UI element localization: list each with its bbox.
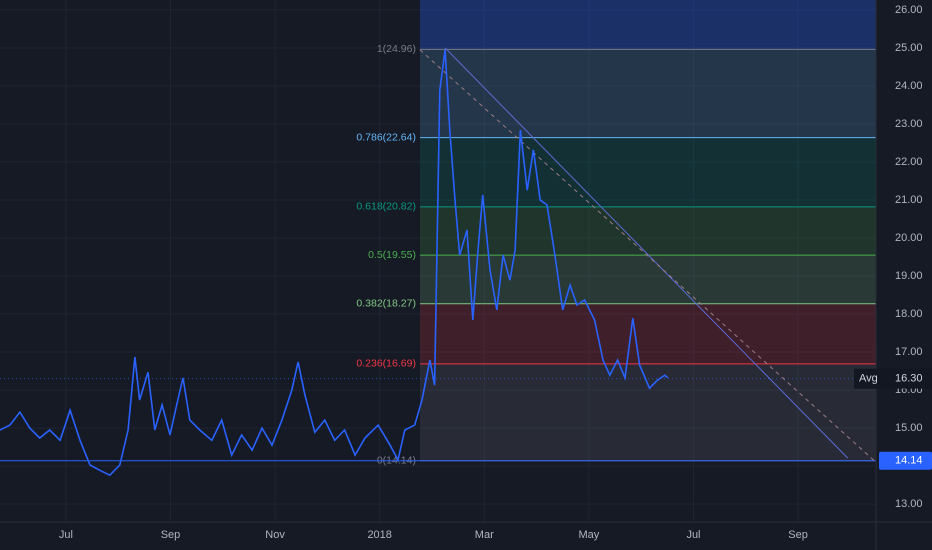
y-tick-label: 21.00	[895, 194, 923, 206]
fib-label: 1(24.96)	[377, 43, 416, 55]
avg-box	[854, 368, 932, 389]
fib-label: 0.5(19.55)	[368, 249, 416, 261]
fib-band	[419, 206, 876, 256]
x-tick-label: Jul	[59, 529, 73, 541]
x-tick-label: 2018	[367, 529, 391, 541]
last-price-label: 14.14	[895, 455, 923, 467]
price-line-series	[0, 49, 669, 477]
y-tick-label: 19.00	[895, 270, 923, 282]
y-tick-label: 25.00	[895, 42, 923, 54]
fib-band	[419, 137, 876, 207]
fib-band	[419, 255, 876, 304]
y-tick-label: 15.00	[895, 422, 923, 434]
fib-label: 0.236(16.69)	[356, 358, 416, 370]
fib-band	[419, 49, 876, 138]
fib-band	[419, 363, 876, 461]
fib-label: 0.382(18.27)	[356, 298, 416, 310]
y-tick-label: 13.00	[895, 498, 923, 510]
y-tick-label: 22.00	[895, 156, 923, 168]
x-tick-label: Jul	[686, 529, 700, 541]
fib-band	[419, 0, 876, 50]
trend-line	[419, 49, 877, 463]
x-tick-label: Nov	[265, 529, 285, 541]
avg-value: 16.30	[895, 373, 923, 385]
last-price-box	[879, 451, 932, 470]
y-tick-label: 18.00	[895, 308, 923, 320]
trend-line	[444, 47, 849, 459]
x-tick-label: May	[578, 529, 599, 541]
y-tick-label: 26.00	[895, 4, 923, 16]
x-tick-label: Sep	[788, 529, 808, 541]
y-tick-label: 17.00	[895, 346, 923, 358]
y-tick-label: 20.00	[895, 232, 923, 244]
fib-band	[419, 303, 876, 364]
fib-label: 0.786(22.64)	[356, 131, 416, 143]
fib-label: 0.618(20.82)	[356, 201, 416, 213]
x-tick-label: Sep	[161, 529, 181, 541]
avg-label: Avg	[859, 373, 878, 385]
y-tick-label: 23.00	[895, 118, 923, 130]
x-tick-label: Mar	[475, 529, 494, 541]
y-tick-label: 24.00	[895, 80, 923, 92]
